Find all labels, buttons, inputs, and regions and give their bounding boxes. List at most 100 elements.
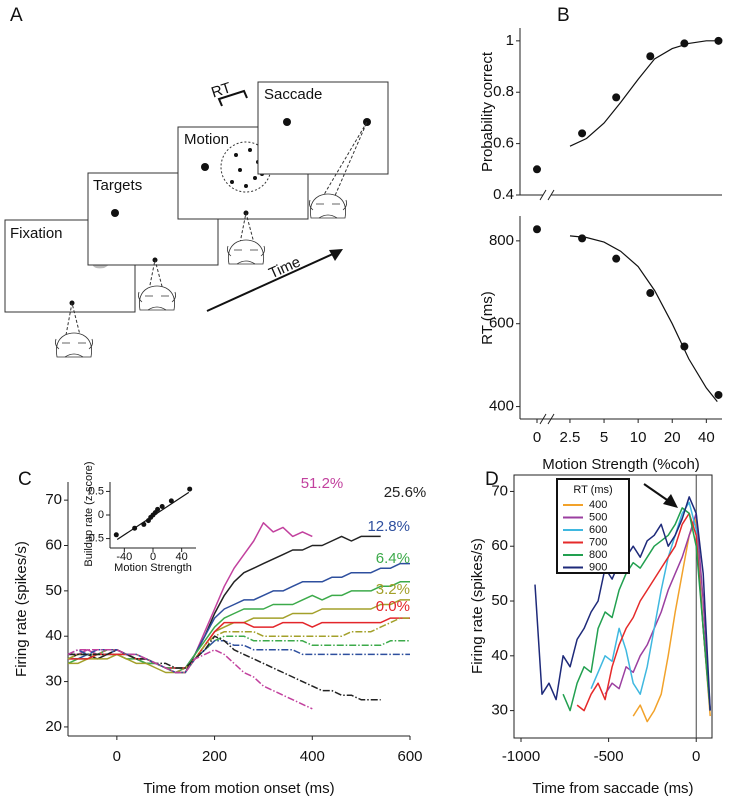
series-line [68,617,410,669]
x-tick-label: 2.5 [560,429,581,446]
x-tick-label: 0 [533,429,541,446]
y-tick-label: 40 [45,627,62,644]
data-point [187,486,193,492]
series-line [67,649,313,710]
data-point [141,521,147,527]
y-tick-label: 0.8 [493,83,514,100]
y-tick-label: 0.4 [493,186,514,203]
rt-label: RT [209,79,233,101]
data-point [714,390,723,399]
legend-label: 700 [589,536,607,548]
target [283,118,291,126]
x-axis-label: Motion Strength (%coh) [542,456,700,473]
gaze-line [65,302,81,336]
x-tick-label: 0 [692,748,700,765]
y-tick-label: 20 [45,718,62,735]
y-tick-label: 0.6 [493,135,514,152]
y-axis-label: Probability correct [479,51,496,172]
y-tick-label: 70 [45,491,62,508]
x-tick-label: 0 [150,551,156,563]
y-tick-label: 70 [491,482,508,499]
target [363,118,371,126]
y-tick-label: 400 [489,398,514,415]
time-arrowhead [329,249,343,261]
series-label: 6.4% [376,550,410,567]
x-tick-label: 0 [113,748,121,765]
x-tick-label: 200 [202,748,227,765]
time-label: Time [266,253,303,282]
series-label: 25.6% [384,484,427,501]
fit-line [569,235,718,402]
legend-label: 900 [589,561,607,573]
target [201,163,209,171]
x-tick-label: -40 [116,551,132,563]
rt-bracket [217,89,248,107]
x-tick-label: 20 [664,429,681,446]
data-point [646,52,655,61]
series-line [68,562,410,669]
x-tick-label: -1000 [502,748,540,765]
panel-label: D [485,469,499,490]
fit-line [569,40,718,147]
data-point [714,36,723,45]
panel-label: A [10,5,23,26]
x-tick-label: 400 [300,748,325,765]
x-tick-label: 40 [698,429,715,446]
y-axis-label: Firing rate (spikes/s) [13,541,30,677]
gaze-line [148,259,164,291]
frame-title: Targets [93,177,142,194]
series-line [67,640,410,674]
frame-title: Motion [184,131,229,148]
y-tick-label: 800 [489,232,514,249]
series-label: 3.2% [376,581,410,598]
panel-label: C [18,469,32,490]
data-point [159,504,165,510]
gaze-line [239,212,255,244]
legend-label: 800 [589,549,607,561]
frame-title: Fixation [10,225,63,242]
x-tick-label: -500 [594,748,624,765]
series-label: 12.8% [367,518,410,535]
series-line [562,507,711,712]
y-tick-label: 60 [45,536,62,553]
axis-break [539,189,555,201]
inset-bg [80,478,202,572]
data-point [612,93,621,102]
legend-title: RT (ms) [573,484,612,496]
panel-label: B [557,5,570,26]
series-label: 0.0% [376,598,410,615]
y-tick-label: 0 [98,509,104,521]
data-point [578,234,587,243]
annotation-arrowhead [663,494,678,508]
x-axis-label: Time from motion onset (ms) [143,780,334,797]
data-point [646,289,655,298]
x-axis-label: Time from saccade (ms) [532,780,693,797]
y-tick-label: 60 [491,537,508,554]
data-point [113,532,119,538]
y-tick-label: 0.5 [89,485,104,497]
series-line [576,512,711,712]
data-point [533,165,541,174]
series-line [68,635,410,669]
y-tick-label: 40 [491,647,508,664]
target [111,209,119,217]
y-tick-label: 1 [506,32,514,49]
data-point [168,498,174,504]
data-point [132,525,138,531]
data-point [578,129,587,138]
x-tick-label: 600 [397,748,422,765]
time-arrow [206,252,336,312]
legend-box [556,478,630,574]
x-axis-label: Motion Strength [114,562,192,574]
legend-label: 600 [589,524,607,536]
legend-label: 400 [589,499,607,511]
frame-title: Saccade [264,86,322,103]
annotation-arrow [643,483,671,503]
y-tick-label: -0.5 [85,532,104,544]
y-tick-label: 30 [491,702,508,719]
series-line [67,581,410,674]
frame [257,81,389,175]
y-tick-label: 30 [45,673,62,690]
series-line [590,501,711,711]
